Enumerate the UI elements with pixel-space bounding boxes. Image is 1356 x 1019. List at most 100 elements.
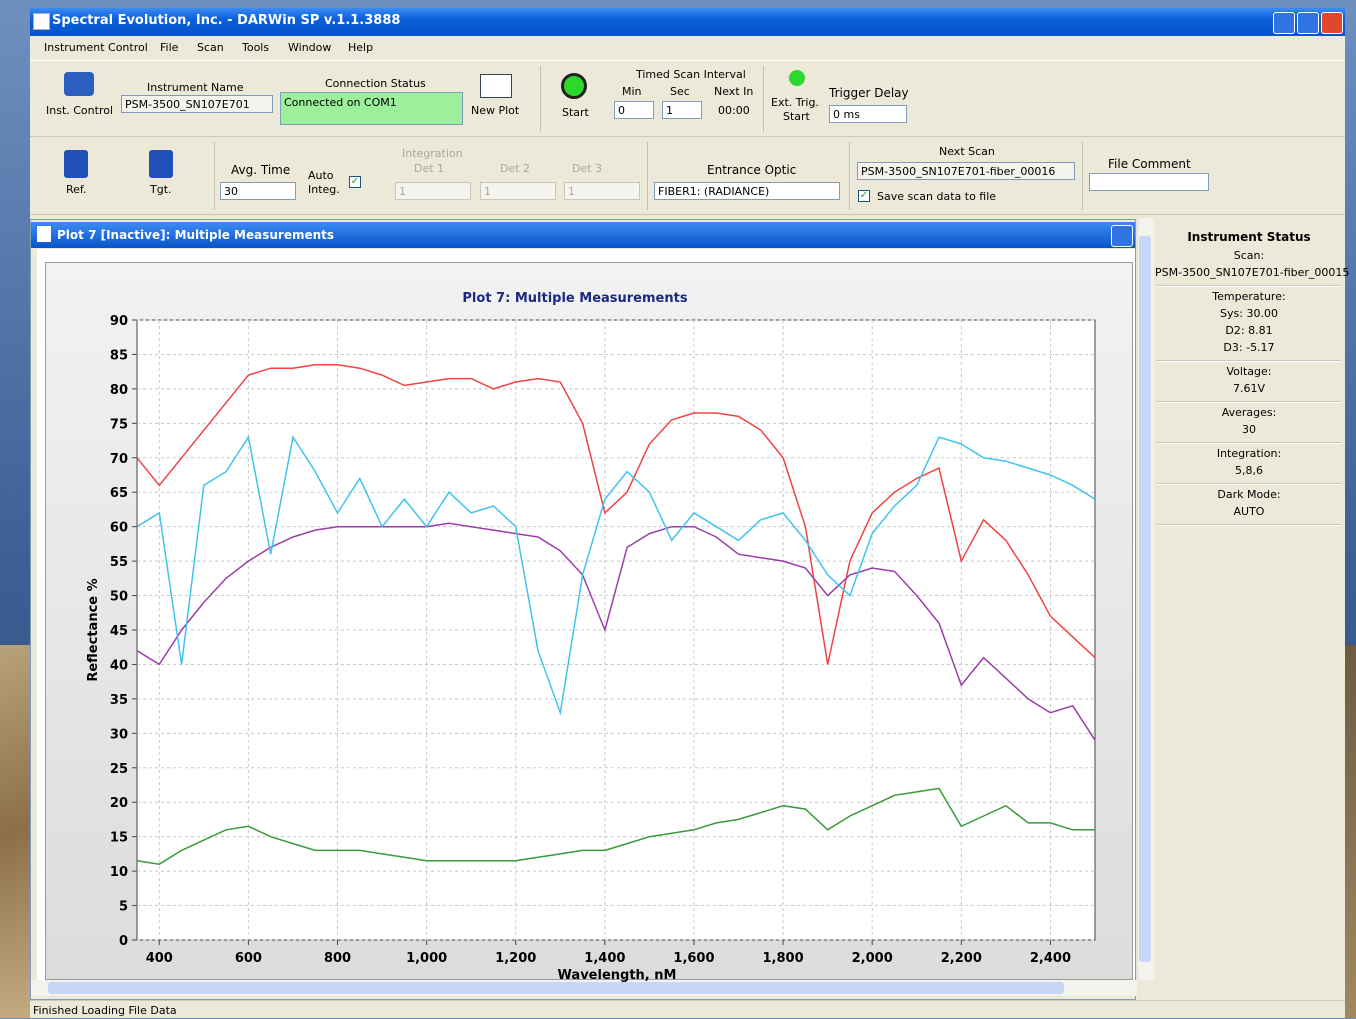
tgt-icon[interactable] [149, 150, 173, 178]
ext-trig-label: Ext. Trig. [771, 96, 819, 109]
status-label: Integration: [1216, 447, 1282, 460]
y-tick-label: 55 [110, 555, 128, 570]
connection-status-label: Connection Status [325, 77, 426, 90]
scroll-thumb[interactable] [1139, 236, 1151, 962]
tgt-label: Tgt. [150, 183, 172, 196]
sec-spinner[interactable]: 1 [662, 101, 702, 119]
new-plot-label: New Plot [471, 104, 520, 117]
status-separator [1157, 285, 1341, 287]
app-icon [33, 13, 50, 30]
y-tick-label: 15 [110, 831, 128, 846]
series-line [136, 787, 1095, 865]
ext-trig-icon[interactable] [789, 70, 805, 86]
x-tick-label: 1,000 [406, 951, 447, 966]
next-in-label: Next In [714, 85, 754, 98]
save-scan-checkbox[interactable]: ✓ [858, 190, 870, 202]
next-scan-field: PSM-3500_SN107E701-fiber_00016 [857, 162, 1075, 180]
series-line [136, 522, 1096, 741]
y-tick-label: 20 [110, 796, 128, 811]
toolbar-divider [30, 214, 1345, 215]
y-tick-label: 90 [110, 314, 128, 329]
maximize-button[interactable] [1297, 12, 1319, 34]
ref-label: Ref. [66, 183, 87, 196]
x-tick-label: 600 [235, 951, 262, 966]
start-label: Start [562, 106, 589, 119]
status-separator [1157, 442, 1341, 444]
y-tick-label: 70 [110, 452, 128, 467]
status-separator [1157, 483, 1341, 485]
det-combo: 1 [480, 182, 556, 200]
status-value: 30 [1242, 423, 1256, 436]
file-comment-field[interactable] [1089, 173, 1209, 191]
menu-item[interactable]: Window [288, 41, 332, 54]
y-tick-label: 30 [110, 727, 128, 742]
auto-integ-label: Auto [308, 169, 334, 182]
toolbar-separator [849, 142, 851, 210]
status-label: Voltage: [1226, 365, 1272, 378]
sec-label: Sec [670, 85, 690, 98]
series-line [136, 364, 1096, 665]
x-tick-label: 800 [324, 951, 351, 966]
y-tick-label: 50 [110, 590, 128, 605]
y-tick-label: 40 [110, 658, 128, 673]
close-button[interactable] [1321, 12, 1343, 34]
toolbar-separator [1082, 142, 1084, 210]
det-label: Det 3 [572, 162, 603, 175]
start-icon[interactable] [561, 73, 587, 99]
x-axis-title: Wavelength, nM [558, 968, 677, 983]
plot-window-title: Plot 7 [Inactive]: Multiple Measurements [57, 228, 335, 242]
x-tick-label: 1,800 [763, 951, 804, 966]
menu-item[interactable]: File [160, 41, 179, 54]
x-tick-label: 1,600 [673, 951, 714, 966]
avg-time-label: Avg. Time [231, 163, 291, 177]
status-bar [30, 1000, 1345, 1019]
menu-item[interactable]: Instrument Control [44, 41, 148, 54]
status-separator [1157, 401, 1341, 403]
trigger-delay-combo[interactable]: 0 ms [829, 105, 907, 123]
plot-minimize-button[interactable] [1111, 225, 1133, 247]
entrance-optic-label: Entrance Optic [707, 163, 797, 177]
y-tick-label: 45 [110, 624, 128, 639]
next-scan-label: Next Scan [939, 145, 995, 158]
status-label: Averages: [1221, 406, 1277, 419]
menu-separator [30, 60, 1345, 61]
status-label: Scan: [1233, 249, 1265, 262]
y-tick-label: 0 [119, 934, 128, 949]
y-tick-label: 25 [110, 762, 128, 777]
toolbar-separator [214, 142, 216, 210]
minimize-button[interactable] [1273, 12, 1295, 34]
y-tick-label: 35 [110, 693, 128, 708]
status-separator [1157, 360, 1341, 362]
det-label: Det 2 [500, 162, 531, 175]
entrance-optic-combo[interactable]: FIBER1: (RADIANCE) [654, 182, 840, 200]
menu-item[interactable]: Help [348, 41, 374, 54]
new-plot-icon[interactable] [480, 74, 512, 98]
det-combo: 1 [564, 182, 640, 200]
file-comment-label: File Comment [1108, 157, 1191, 171]
x-tick-label: 400 [146, 951, 173, 966]
toolbar-separator [763, 66, 765, 132]
menu-item[interactable]: Scan [197, 41, 224, 54]
auto-integ-checkbox[interactable]: ✓ [349, 176, 361, 188]
desktop-rock [0, 645, 30, 1018]
chart-title: Plot 7: Multiple Measurements [462, 291, 687, 306]
y-axis-title: Reflectance % [86, 578, 101, 681]
avg-time-combo[interactable]: 30 [220, 182, 296, 200]
menu-item[interactable]: Tools [242, 41, 270, 54]
plot-title-bar [31, 222, 1135, 248]
inst-control-label: Inst. Control [46, 104, 114, 117]
det-label: Det 1 [414, 162, 445, 175]
min-spinner[interactable]: 0 [614, 101, 654, 119]
y-tick-label: 65 [110, 486, 128, 501]
ref-icon[interactable] [64, 150, 88, 178]
scroll-thumb[interactable] [48, 982, 1064, 994]
y-tick-label: 10 [110, 865, 128, 880]
status-value: PSM-3500_SN107E701-fiber_00015 [1155, 266, 1350, 279]
status-label: Dark Mode: [1217, 488, 1281, 501]
status-label: Temperature: [1212, 290, 1286, 303]
inst-control-icon[interactable] [64, 72, 94, 96]
window-title: Spectral Evolution, Inc. - DARWin SP v.1… [52, 13, 401, 28]
status-separator [1157, 524, 1341, 526]
